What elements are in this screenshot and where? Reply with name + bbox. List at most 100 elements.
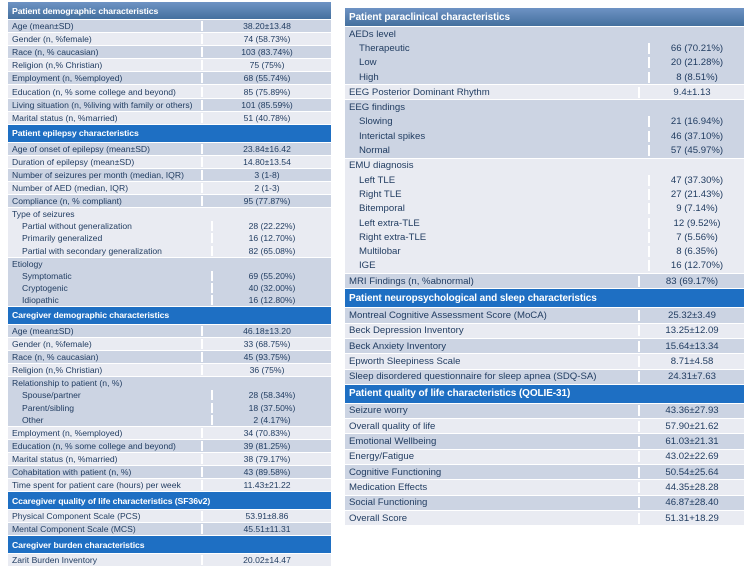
- row-value: 20 (21.28%): [648, 57, 744, 69]
- table-row: Education (n, % some college and beyond)…: [8, 439, 331, 453]
- row-value: 57 (45.97%): [648, 145, 744, 157]
- row-label: Emotional Wellbeing: [349, 436, 437, 448]
- row-label: Overall quality of life: [349, 420, 436, 432]
- row-label: Age of onset of epilepsy (mean±SD): [12, 143, 150, 154]
- section-header-label: Patient epilepsy characteristics: [12, 128, 139, 139]
- row-label: Idiopathic: [22, 294, 59, 305]
- row-value: 14.80±13.54: [201, 156, 331, 167]
- row-label: Employment (n, %employed): [12, 427, 123, 438]
- row-value: 47 (37.30%): [648, 174, 744, 186]
- table-row: Emotional Wellbeing 61.03±21.31: [345, 434, 744, 450]
- row-value: 43 (89.58%): [201, 467, 331, 478]
- row-value: 39 (81.25%): [201, 440, 331, 451]
- table-row: Gender (n, %female) 33 (68.75%): [8, 338, 331, 352]
- table-row: Overall Score 51.31+18.29: [345, 510, 744, 527]
- characteristics-table-right: Patient paraclinical characteristics AEDs…: [345, 8, 744, 527]
- row-label: Symptomatic: [22, 270, 72, 281]
- table-row: Beck Depression Inventory 13.25±12.09: [345, 323, 744, 339]
- row-label: AEDs level: [349, 28, 396, 40]
- row-label: MRI Findings (n, %abnormal): [349, 275, 474, 287]
- row-value: 38.20±13.48: [201, 21, 331, 32]
- group-row: Relationship to patient (n, %) Spouse/par…: [8, 377, 331, 427]
- table-row: Epworth Sleepiness Scale 8.71±4.58: [345, 354, 744, 370]
- table-row: Religion (n,% Christian) 36 (75%): [8, 364, 331, 378]
- row-label: Normal: [359, 145, 390, 157]
- section-header-label: Caregiver demographic characteristics: [12, 310, 170, 321]
- row-label: Living situation (n, %living with family…: [12, 99, 193, 110]
- row-label: Gender (n, %female): [12, 339, 92, 350]
- table-row: Education (n, % some college and beyond)…: [8, 85, 331, 99]
- section-header: Patient epilepsy characteristics: [8, 124, 331, 143]
- row-label: Social Functioning: [349, 497, 428, 509]
- table-row: Duration of epilepsy (mean±SD) 14.80±13.5…: [8, 155, 331, 169]
- row-value: 3 (1-8): [201, 169, 331, 180]
- section-header-label: Patient demographic characteristics: [12, 5, 159, 16]
- row-value: 45.51±11.31: [201, 524, 331, 535]
- row-value: 57.90±21.62: [638, 420, 744, 432]
- row-value: 46.87±28.40: [638, 497, 744, 509]
- row-value: 2 (1-3): [201, 183, 331, 194]
- row-label: Interictal spikes: [359, 130, 426, 142]
- row-value: 8 (8.51%): [648, 71, 744, 83]
- row-value: 9.4±1.13: [638, 86, 744, 98]
- table-row: Race (n, % caucasian) 103 (83.74%): [8, 46, 331, 60]
- table-row: Zarit Burden Inventory 20.02±14.47: [8, 554, 331, 568]
- row-label: Left extra-TLE: [359, 217, 420, 229]
- row-value: 43.36±27.93: [638, 405, 744, 417]
- row-label: Beck Anxiety Inventory: [349, 340, 447, 352]
- table-row: Montreal Cognitive Assessment Score (MoC…: [345, 308, 744, 324]
- row-value: 40 (32.00%): [211, 282, 331, 293]
- row-value: 101 (85.59%): [201, 99, 331, 110]
- table-row: Number of AED (median, IQR) 2 (1-3): [8, 182, 331, 196]
- group-row: Type of seizures Partial without generali…: [8, 208, 331, 258]
- row-value: 28 (58.34%): [211, 390, 331, 401]
- row-label: Mental Component Scale (MCS): [12, 524, 136, 535]
- row-label: Partial with secondary generalization: [22, 245, 162, 256]
- row-value: 20.02±14.47: [201, 555, 331, 566]
- table-row: Cognitive Functioning 50.54±25.64: [345, 465, 744, 481]
- table-row: Employment (n, %employed) 34 (70.83%): [8, 426, 331, 440]
- row-label: EEG Posterior Dominant Rhythm: [349, 86, 490, 98]
- row-label: Zarit Burden Inventory: [12, 555, 98, 566]
- section-header: Patient demographic characteristics: [8, 2, 331, 20]
- row-value: 16 (12.70%): [648, 260, 744, 272]
- row-label: Age (mean±SD): [12, 326, 74, 337]
- row-label: Race (n, % caucasian): [12, 47, 99, 58]
- row-value: 13.25±12.09: [638, 325, 744, 337]
- row-label: Other: [22, 414, 44, 425]
- group-row: EEG findings Slowing 21 (16.94%) Interictal…: [345, 100, 744, 159]
- table-row: Physical Component Scale (PCS) 53.91±8.86: [8, 510, 331, 524]
- row-value: 69 (55.20%): [211, 270, 331, 281]
- row-value: 15.64±13.34: [638, 340, 744, 352]
- row-value: 75 (75%): [201, 60, 331, 71]
- row-value: 61.03±21.31: [638, 436, 744, 448]
- section-header-label: Caregiver burden characteristics: [12, 539, 145, 550]
- table-row: Age of onset of epilepsy (mean±SD) 23.84±…: [8, 142, 331, 156]
- row-label: Medication Effects: [349, 481, 428, 493]
- row-label: Compliance (n, % compliant): [12, 196, 122, 207]
- table-row: EEG Posterior Dominant Rhythm 9.4±1.13: [345, 85, 744, 101]
- characteristics-table-left: Patient demographic characteristics Age (…: [8, 2, 331, 568]
- row-value: 46 (37.10%): [648, 130, 744, 142]
- row-value: 83 (69.17%): [638, 275, 744, 287]
- row-value: 103 (83.74%): [201, 47, 331, 58]
- section-header-label: Patient quality of life characteristics …: [349, 388, 571, 400]
- section-header: Caregiver demographic characteristics: [8, 306, 331, 325]
- row-label: EMU diagnosis: [349, 160, 414, 172]
- table-row: Living situation (n, %living with family…: [8, 98, 331, 112]
- row-value: 68 (55.74%): [201, 73, 331, 84]
- row-value: 7 (5.56%): [648, 231, 744, 243]
- row-label: Right extra-TLE: [359, 231, 427, 243]
- row-label: Employment (n, %employed): [12, 73, 123, 84]
- row-label: Low: [359, 57, 377, 69]
- row-value: 85 (75.89%): [201, 86, 331, 97]
- table-row: Age (mean±SD) 38.20±13.48: [8, 20, 331, 34]
- row-label: Relationship to patient (n, %): [12, 378, 123, 389]
- row-label: Number of seizures per month (median, IQ…: [12, 169, 184, 180]
- row-label: Cognitive Functioning: [349, 466, 442, 478]
- row-value: 82 (65.08%): [211, 245, 331, 256]
- section-header-label: Ccaregiver quality of life characteristi…: [12, 495, 211, 506]
- row-label: Gender (n, %female): [12, 34, 92, 45]
- table-row: Age (mean±SD) 46.18±13.20: [8, 324, 331, 339]
- row-value: 27 (21.43%): [648, 188, 744, 200]
